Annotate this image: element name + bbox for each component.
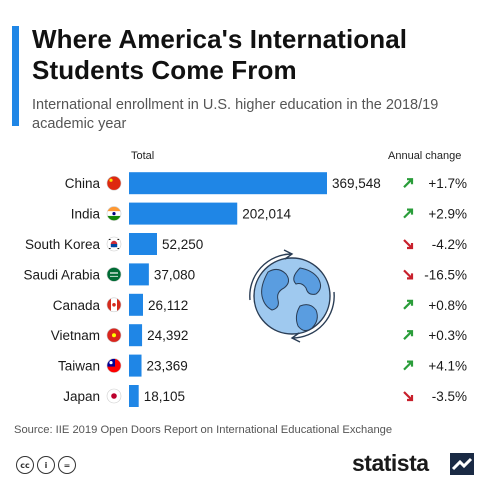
category-label: Taiwan — [58, 359, 100, 374]
chart-row: Vietnam 24,392 +0.3% — [51, 324, 467, 347]
annual-change-label: +4.1% — [428, 359, 467, 374]
trend-down-arrow-icon — [403, 269, 414, 280]
value-label: 369,548 — [332, 176, 381, 191]
bar — [129, 172, 327, 195]
trend-up-arrow-icon — [403, 178, 414, 188]
chart-row: Japan 18,105 -3.5% — [63, 385, 467, 407]
value-label: 18,105 — [144, 389, 185, 404]
annual-change-label: -3.5% — [432, 389, 467, 404]
annual-change-label: -4.2% — [432, 237, 467, 252]
value-label: 26,112 — [148, 298, 188, 313]
category-label: India — [71, 207, 101, 222]
value-label: 24,392 — [147, 328, 188, 343]
chart-row: Canada 26,112 +0.8% — [53, 293, 467, 316]
bar-chart: China 369,548 +1.7% India 202,014 +2.9% South … — [23, 172, 467, 407]
chart-row: Saudi Arabia 37,080 -16.5% — [23, 263, 467, 286]
trend-up-arrow-icon — [403, 299, 414, 310]
bar — [129, 233, 157, 255]
bar — [129, 293, 143, 316]
bar — [129, 202, 238, 225]
by-icon[interactable]: i — [37, 456, 55, 474]
annual-change-label: +1.7% — [428, 176, 467, 191]
value-label: 37,080 — [154, 267, 195, 282]
category-label: South Korea — [25, 237, 101, 252]
title-accent-bar — [12, 26, 19, 126]
trend-up-arrow-icon — [403, 360, 414, 371]
statista-logo-mark-icon — [450, 453, 474, 475]
cc-icon[interactable]: cc — [16, 456, 34, 474]
chart-title: Where America's International Students C… — [32, 24, 408, 85]
source-note: Source: IIE 2019 Open Doors Report on In… — [14, 424, 393, 436]
annual-change-label: +2.9% — [428, 207, 467, 222]
vietnam-flag-icon — [106, 327, 122, 343]
category-label: Canada — [53, 298, 101, 313]
annual-change-label: -16.5% — [424, 267, 467, 282]
value-label: 202,014 — [242, 207, 291, 222]
category-label: Vietnam — [51, 328, 100, 343]
bar — [129, 324, 143, 347]
statista-logo[interactable]: statista — [352, 450, 429, 476]
india-flag-icon — [106, 206, 122, 221]
chart-row: South Korea 52,250 -4.2% — [25, 233, 467, 255]
japan-flag-icon — [106, 388, 122, 404]
annual-change-label: +0.8% — [428, 298, 467, 313]
bar — [129, 354, 142, 377]
category-label: China — [65, 176, 101, 191]
saudi-arabia-flag-icon — [106, 267, 122, 282]
globe-icon — [249, 249, 335, 343]
value-label: 23,369 — [147, 359, 188, 374]
chart-row: China 369,548 +1.7% — [65, 172, 467, 195]
bar — [129, 385, 139, 407]
china-flag-icon — [106, 175, 122, 191]
chart-subtitle: International enrollment in U.S. higher … — [32, 97, 439, 132]
trend-down-arrow-icon — [403, 239, 414, 250]
nd-icon[interactable]: = — [58, 456, 76, 474]
total-column-header: Total — [131, 150, 155, 162]
license-icons: cc i = — [16, 456, 76, 474]
annual-change-label: +0.3% — [428, 328, 467, 343]
bar — [129, 263, 149, 286]
south-korea-flag-icon — [106, 236, 122, 252]
canada-flag-icon — [106, 297, 122, 313]
value-label: 52,250 — [162, 237, 203, 252]
chart-row: Taiwan 23,369 +4.1% — [58, 354, 467, 377]
category-label: Saudi Arabia — [23, 267, 100, 282]
trend-down-arrow-icon — [403, 391, 414, 402]
chart-row: India 202,014 +2.9% — [71, 202, 467, 225]
trend-up-arrow-icon — [403, 208, 414, 219]
category-label: Japan — [63, 389, 100, 404]
taiwan-flag-icon — [106, 358, 122, 373]
annual-change-column-header: Annual change — [388, 150, 462, 162]
trend-up-arrow-icon — [403, 330, 414, 340]
